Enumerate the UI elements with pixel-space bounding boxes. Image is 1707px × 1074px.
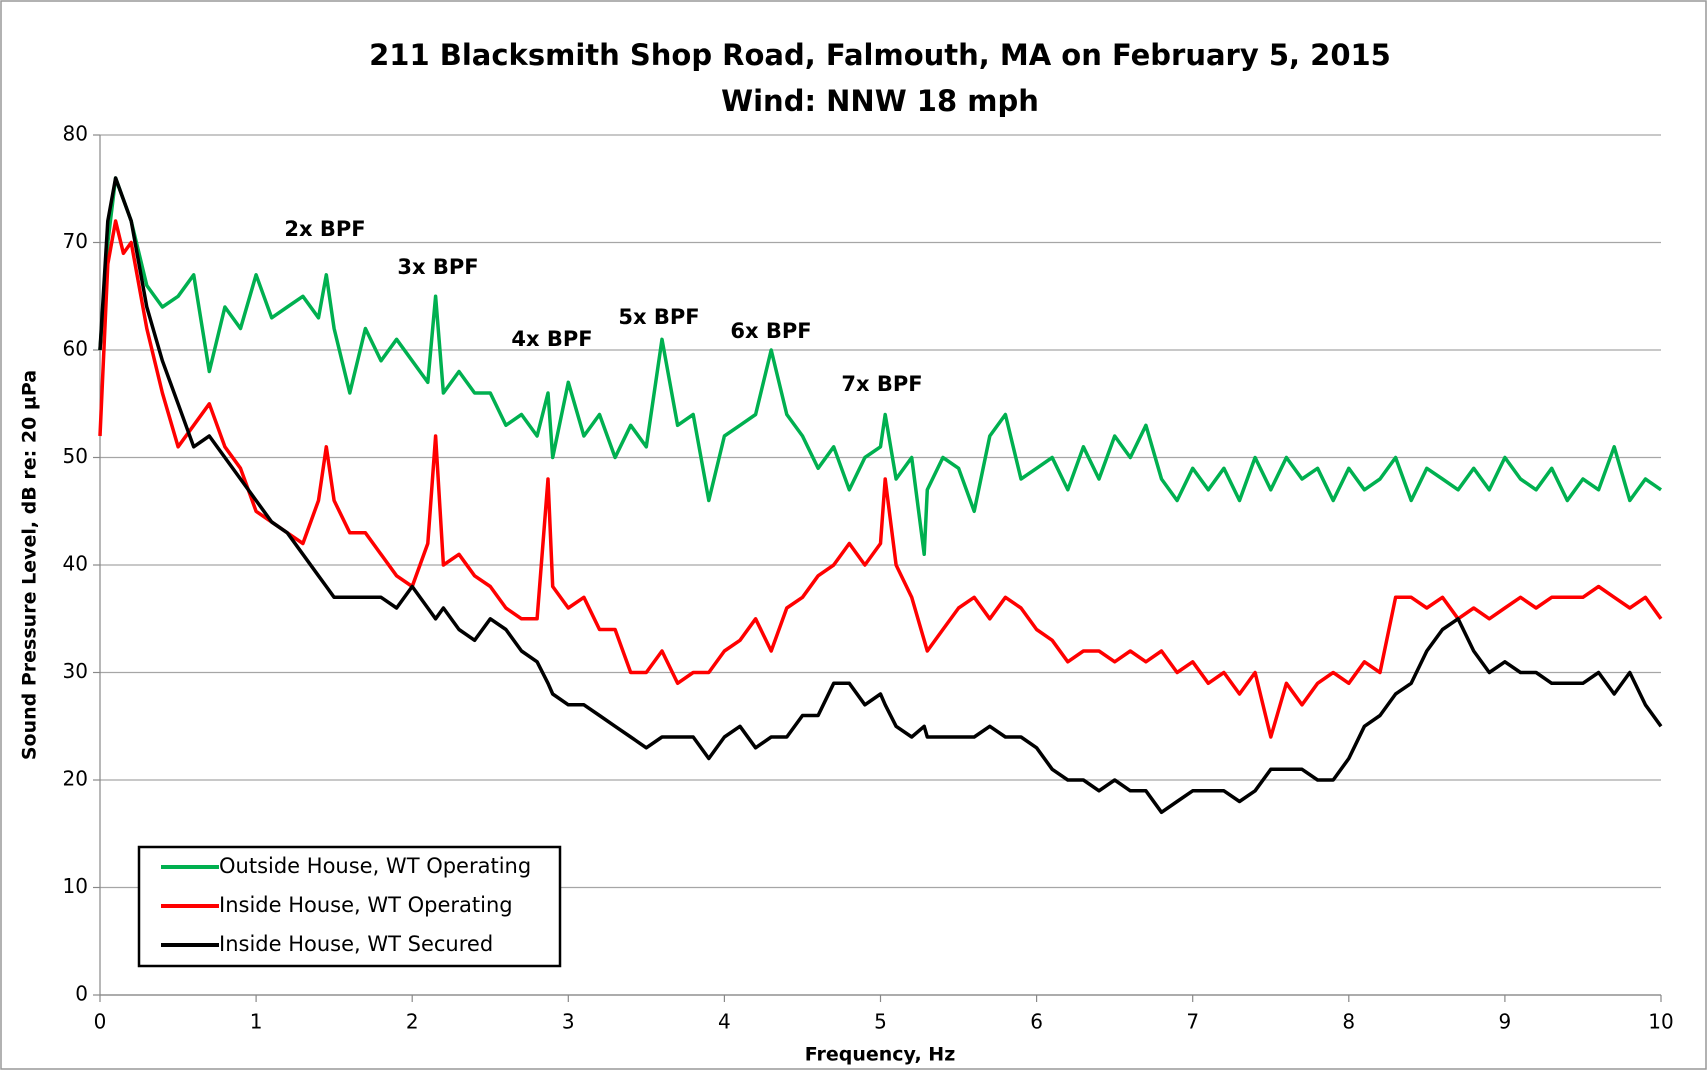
x-tick-label: 3 bbox=[562, 1010, 575, 1034]
x-tick-label: 2 bbox=[406, 1010, 419, 1034]
x-tick-label: 6 bbox=[1030, 1010, 1043, 1034]
annotation: 3x BPF bbox=[397, 255, 478, 279]
annotation: 7x BPF bbox=[841, 372, 922, 396]
data-line bbox=[98, 176, 1662, 557]
y-axis-label: Sound Pressure Level, dB re: 20 µPa bbox=[19, 370, 41, 760]
y-tick-label: 10 bbox=[63, 874, 88, 898]
y-tick-label: 50 bbox=[63, 444, 88, 468]
annotation: 2x BPF bbox=[284, 217, 365, 241]
x-tick-label: 5 bbox=[874, 1010, 887, 1034]
y-tick-label: 0 bbox=[75, 982, 88, 1006]
x-tick-label: 8 bbox=[1342, 1010, 1355, 1034]
chart-title: 211 Blacksmith Shop Road, Falmouth, MA o… bbox=[369, 38, 1391, 72]
y-tick-label: 30 bbox=[63, 659, 88, 683]
annotation: 4x BPF bbox=[511, 327, 592, 351]
y-tick-label: 60 bbox=[63, 337, 88, 361]
x-tick-label: 9 bbox=[1499, 1010, 1512, 1034]
data-line bbox=[98, 219, 1663, 739]
y-tick-label: 40 bbox=[63, 552, 88, 576]
annotation: 5x BPF bbox=[618, 305, 699, 329]
x-tick-label: 7 bbox=[1186, 1010, 1199, 1034]
x-axis-label: Frequency, Hz bbox=[805, 1044, 956, 1066]
y-tick-label: 70 bbox=[63, 229, 88, 253]
y-tick-label: 80 bbox=[63, 122, 88, 146]
annotation: 6x BPF bbox=[730, 319, 811, 343]
x-tick-label: 10 bbox=[1648, 1010, 1673, 1034]
x-tick-label: 1 bbox=[250, 1010, 263, 1034]
chart-subtitle: Wind: NNW 18 mph bbox=[721, 84, 1039, 118]
x-tick-label: 0 bbox=[94, 1010, 107, 1034]
legend-label: Inside House, WT Operating bbox=[219, 893, 513, 917]
legend-label: Outside House, WT Operating bbox=[219, 854, 531, 878]
data-line bbox=[98, 176, 1663, 815]
x-tick-label: 4 bbox=[718, 1010, 731, 1034]
y-tick-label: 20 bbox=[63, 767, 88, 791]
legend-label: Inside House, WT Secured bbox=[219, 932, 493, 956]
